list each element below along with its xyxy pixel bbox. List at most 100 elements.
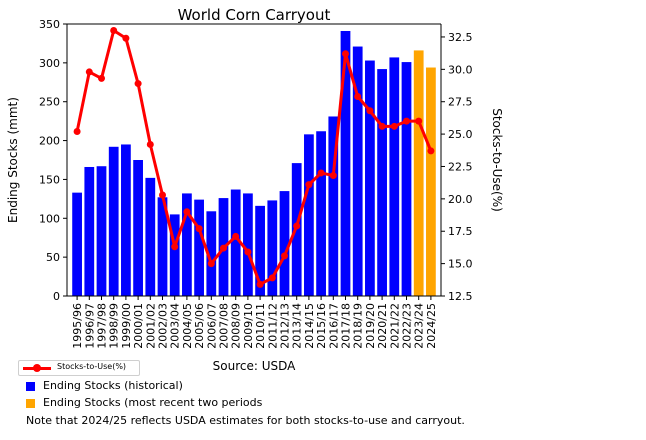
stocks-to-use-point-2010-11 [256,280,264,288]
y2-ticks: 12.5 15.0 17.5 20.0 22.5 25.0 27.5 30.0 32.5 [441,31,473,303]
stocks-to-use-point-2005-06 [195,225,203,233]
stocks-to-use-point-2015-16 [317,169,325,177]
x-tick-label: 2017/18 [340,303,353,349]
stocks-to-use-point-2014-15 [305,181,313,189]
bar-2024-25 [426,67,436,297]
bar-2018-19 [352,46,363,296]
stocks-to-use-point-2006-07 [207,260,215,268]
x-tick-label: 1999/00 [120,303,133,349]
x-tick-label: 2014/15 [303,303,316,349]
x-tick-label: 2016/17 [327,303,340,349]
bar-2014-15 [304,134,314,296]
stocks-to-use-point-2004-05 [183,208,191,216]
legend-orange-square-icon [26,398,35,408]
x-tick-label: 2002/03 [157,303,170,349]
x-tick-label: 2012/13 [279,303,292,349]
bar-2023-24 [413,50,424,296]
bar-1996-97 [84,166,95,296]
x-tick-label: 2001/02 [144,303,157,349]
x-tick-label: 1996/97 [83,303,96,349]
x-ticks: 1995/96 1996/97 1997/98 1998/99 1999/00 2000/… [71,296,438,349]
bar-2005-06 [194,199,204,296]
y2-axis-label: Stocks-to-Use(%) [490,108,504,212]
bar-2003-04 [169,214,180,296]
stocks-to-use-point-2016-17 [329,172,337,180]
stocks-to-use-point-2021-22 [390,122,398,130]
legend-recent: Ending Stocks (most recent two periods [26,396,262,409]
x-tick-label: 2018/19 [352,303,365,349]
stocks-to-use-point-2011-12 [268,274,276,282]
x-tick-label: 2024/25 [425,303,438,349]
x-tick-label: 2022/23 [401,303,414,349]
x-tick-label: 2020/21 [376,303,389,349]
bar-2015-16 [316,131,326,296]
bar-1998-99 [108,146,119,296]
stocks-to-use-point-2007-08 [220,244,227,252]
source-caption: Source: USDA [213,359,297,373]
stocks-to-use-point-2002-03 [159,191,166,199]
y-tick-label: 100 [39,212,60,225]
legend-historical: Ending Stocks (historical) [26,379,183,392]
x-tick-label: 2006/07 [205,303,218,349]
y2-tick-label: 25.0 [448,128,473,141]
y-tick-label: 300 [39,57,60,70]
stocks-to-use-point-2000-01 [134,80,142,88]
x-tick-label: 2005/06 [193,303,206,349]
stocks-to-use-point-2020-21 [378,122,386,130]
y-tick-label: 250 [39,96,60,109]
y2-tick-label: 27.5 [448,96,473,109]
x-tick-label: 1998/99 [108,303,121,349]
bar-2006-07 [206,211,217,296]
x-tick-label: 2019/20 [364,303,377,349]
x-tick-label: 2023/24 [413,303,426,349]
stocks-to-use-point-1998-99 [110,26,118,34]
y-tick-label: 200 [39,135,60,148]
bar-2021-22 [389,57,400,296]
x-tick-label: 2009/10 [242,303,255,349]
y2-tick-label: 15.0 [448,258,473,271]
bar-1999-00 [121,144,131,296]
x-tick-label: 2015/16 [315,303,328,349]
stocks-to-use-point-2019-20 [366,107,374,115]
bar-2011-12 [267,200,278,296]
bar-2010-11 [255,205,265,296]
x-tick-label: 2008/09 [230,303,243,349]
stocks-to-use-point-2012-13 [281,252,288,260]
stocks-to-use-point-2017-18 [342,50,349,58]
legend-recent-label: Ending Stocks (most recent two periods [43,396,263,409]
y-tick-label: 350 [39,18,60,31]
legend-historical-label: Ending Stocks (historical) [43,379,183,392]
x-tick-label: 2003/04 [169,303,182,349]
legend-blue-square-icon [26,381,35,391]
stocks-to-use-point-2022-23 [403,117,410,125]
bar-2012-13 [279,191,290,296]
x-tick-label: 2007/08 [218,303,231,349]
legend-stocks-to-use: Stocks-to-Use(%) [18,360,140,376]
x-tick-label: 2000/01 [132,303,145,349]
stocks-to-use-point-2018-19 [354,93,362,101]
x-tick-label: 2013/14 [291,303,304,349]
bar-2008-09 [230,189,241,296]
stocks-to-use-point-2001-02 [146,140,154,148]
y2-tick-label: 30.0 [448,63,473,76]
y2-tick-label: 32.5 [448,31,473,44]
bar-2000-01 [133,160,143,296]
y2-tick-label: 20.0 [448,193,473,206]
y-tick-label: 150 [39,173,60,186]
bar-2001-02 [145,177,156,296]
bar-1995-96 [72,192,82,296]
stocks-to-use-point-2024-25 [427,147,435,155]
y-axis-label: Ending Stocks (mmt) [6,97,20,223]
bar-2004-05 [182,193,192,296]
x-tick-label: 2010/11 [254,303,267,349]
chart-title: World Corn Carryout [178,6,331,24]
line-layer [73,26,435,288]
stocks-to-use-point-2009-10 [244,248,252,256]
y-tick-label: 50 [46,251,60,264]
bar-1997-98 [96,166,107,296]
x-tick-label: 2021/22 [388,303,401,349]
stocks-to-use-point-1997-98 [98,74,105,82]
y2-tick-label: 22.5 [448,160,473,173]
